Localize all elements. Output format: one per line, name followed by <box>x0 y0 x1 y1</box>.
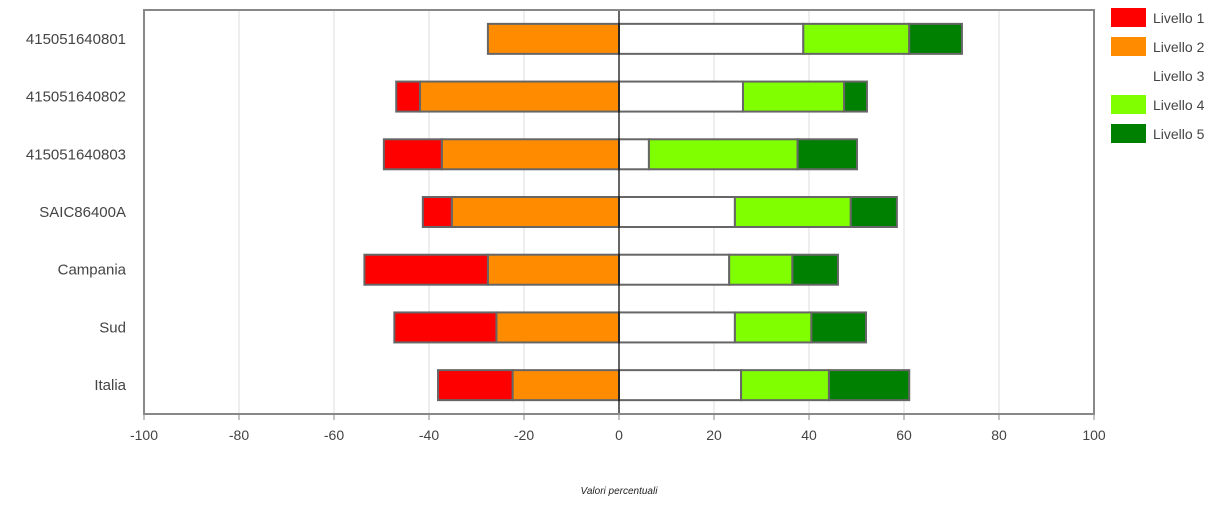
bar-segment <box>810 311 867 344</box>
legend-swatch <box>1111 124 1146 143</box>
bar-segment <box>733 196 852 228</box>
bar-segment <box>843 80 868 113</box>
legend-label: Livello 1 <box>1153 10 1205 26</box>
bar-segment <box>741 80 846 113</box>
bar-segment <box>418 80 620 113</box>
legend-label: Livello 4 <box>1153 97 1205 113</box>
legend-item[interactable]: Livello 3 <box>1153 68 1205 84</box>
bar-segment <box>733 311 813 344</box>
bar-segment <box>796 138 858 171</box>
bar-segment <box>618 253 731 286</box>
legend-label: Livello 2 <box>1153 39 1205 55</box>
category-label: 415051640801 <box>26 31 126 48</box>
bar-segment <box>908 22 963 55</box>
category-label: SAIC86400A <box>39 204 126 221</box>
category-label: Campania <box>58 262 127 279</box>
bar-segment <box>486 22 620 55</box>
x-tick-label: -80 <box>229 427 249 443</box>
legend-swatch <box>1111 37 1146 56</box>
bar-segment <box>791 253 839 286</box>
legend-item[interactable]: Livello 1 <box>1111 8 1205 27</box>
bar-segment <box>740 369 830 402</box>
x-tick-label: 60 <box>896 427 912 443</box>
bar-segment <box>827 369 911 402</box>
bar-segment <box>395 80 421 113</box>
bar-segment <box>437 369 514 402</box>
bar-segment <box>393 311 498 344</box>
x-tick-label: 20 <box>706 427 722 443</box>
x-tick-label: 80 <box>991 427 1007 443</box>
x-tick-label: 100 <box>1082 427 1106 443</box>
bar-segment <box>647 138 799 171</box>
legend-item[interactable]: Livello 5 <box>1111 124 1205 143</box>
bar-segment <box>618 22 805 55</box>
x-tick-label: -40 <box>419 427 439 443</box>
category-label: 415051640803 <box>26 146 126 163</box>
bar-segment <box>450 196 620 228</box>
x-tick-label: 0 <box>615 427 623 443</box>
legend-item[interactable]: Livello 2 <box>1111 37 1205 56</box>
category-labels: 415051640801 415051640802 415051640803 SAIC… <box>26 31 127 394</box>
legend-label: Livello 5 <box>1153 126 1205 142</box>
x-axis-title: Valori percentuali <box>581 486 659 497</box>
bar-segment <box>618 80 744 113</box>
bar-segment <box>618 311 736 344</box>
bar-segment <box>511 369 620 402</box>
legend-item[interactable]: Livello 4 <box>1111 95 1205 114</box>
bar-segment <box>802 22 911 55</box>
legend-label: Livello 3 <box>1153 68 1205 84</box>
x-tick-label: -100 <box>130 427 158 443</box>
bar-segment <box>495 311 621 344</box>
x-tick-label: 40 <box>801 427 817 443</box>
x-tick-label: -20 <box>514 427 534 443</box>
bar-segment <box>421 196 453 228</box>
bars <box>363 22 963 402</box>
category-label: Italia <box>94 377 126 394</box>
legend: Livello 1 Livello 2 Livello 3 Livello 4 Live… <box>1111 8 1205 143</box>
bar-segment <box>486 253 620 286</box>
bar-segment <box>618 369 743 402</box>
bar-segment <box>363 253 489 286</box>
x-tick-label: -60 <box>324 427 344 443</box>
legend-swatch <box>1111 95 1146 114</box>
bar-segment <box>618 138 650 171</box>
category-label: 415051640802 <box>26 89 126 106</box>
bar-segment <box>849 196 898 228</box>
bar-segment <box>728 253 794 286</box>
bar-segment <box>382 138 443 171</box>
x-tick-labels: -100 -80 -60 -40 -20 0 20 40 60 80 100 <box>130 414 1106 443</box>
bar-segment <box>440 138 621 171</box>
legend-swatch <box>1111 8 1146 27</box>
bar-segment <box>618 196 736 228</box>
category-label: Sud <box>99 319 126 336</box>
